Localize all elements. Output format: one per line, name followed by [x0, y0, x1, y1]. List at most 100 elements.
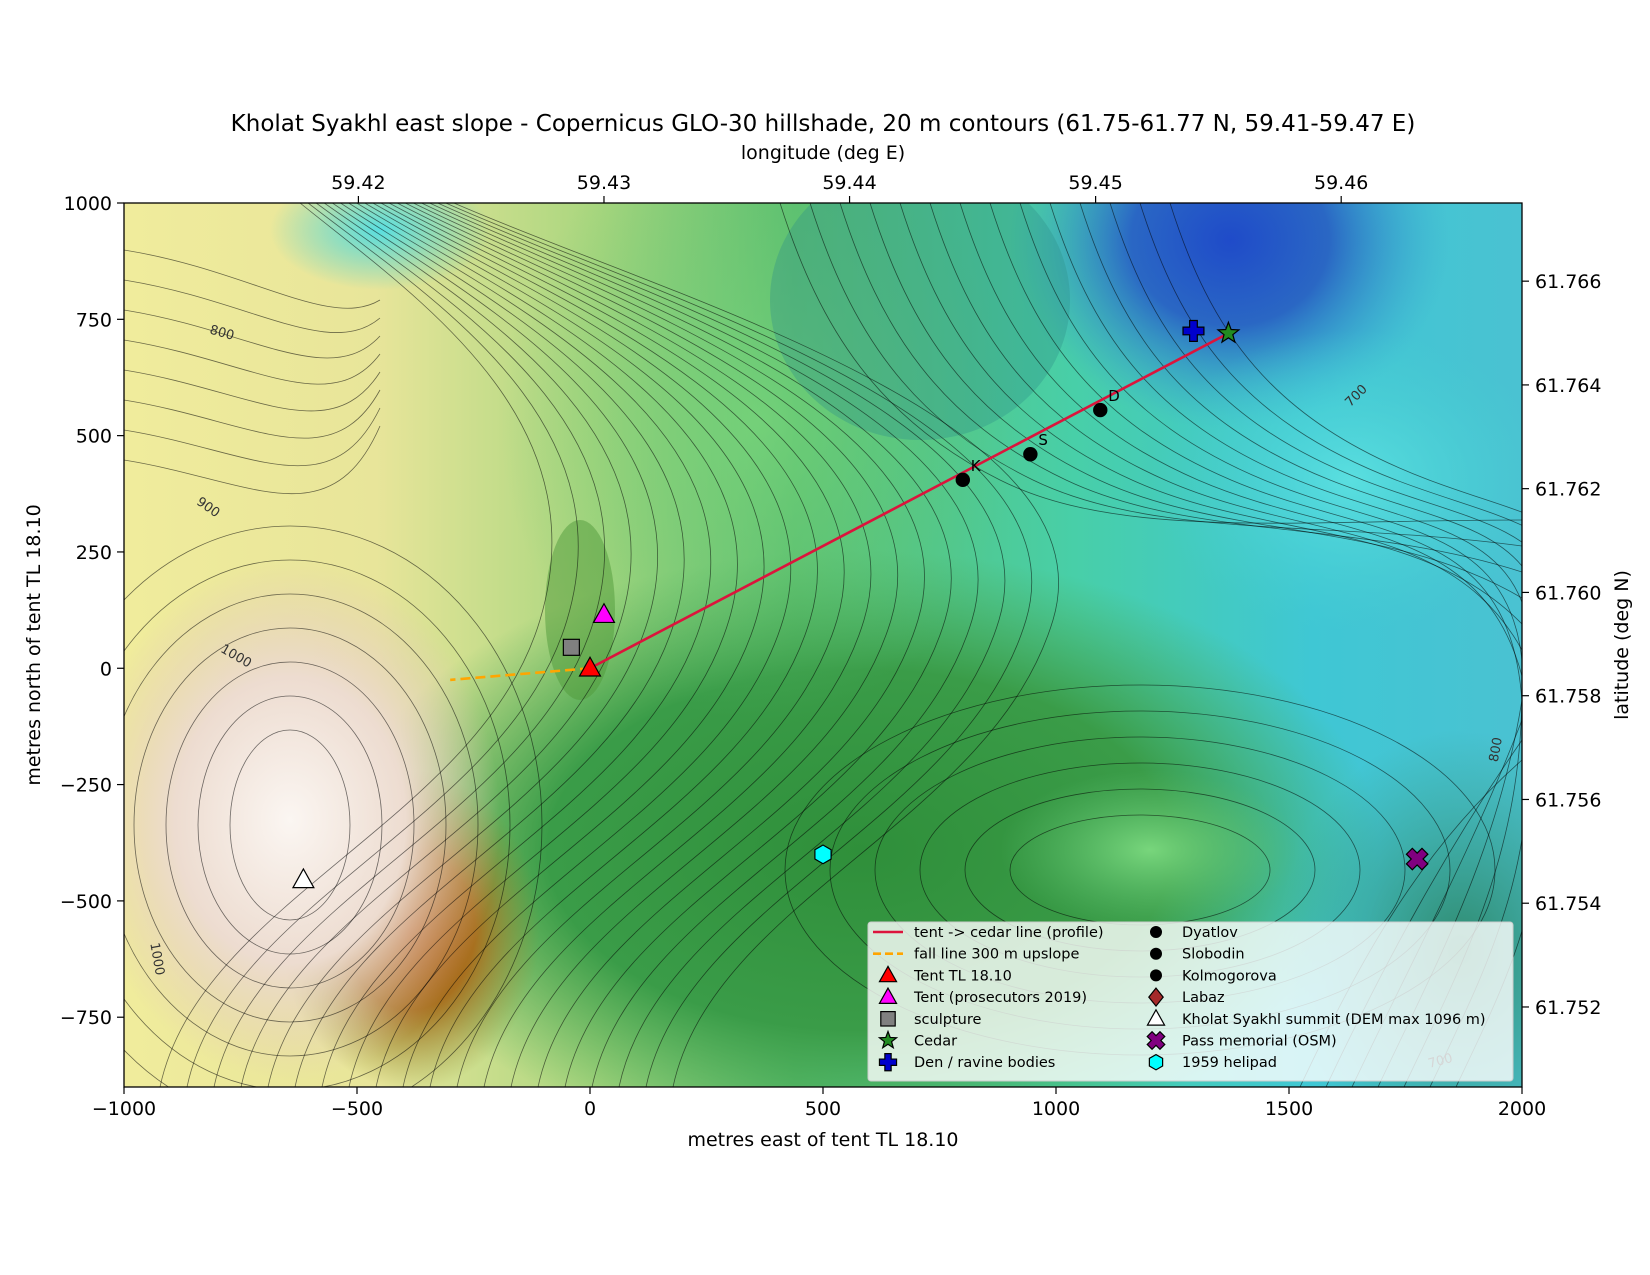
contour-line-30 — [869, 203, 1522, 599]
contour-label-3: 1000 — [146, 941, 167, 976]
contour-line-3 — [133, 627, 447, 1023]
contour-line-6 — [124, 525, 543, 1087]
y-tick-label: 750 — [76, 309, 112, 331]
legend-marker — [1148, 987, 1164, 1008]
legend-label: Kolmogorova — [1182, 968, 1277, 984]
lon-tick-label: 59.45 — [1068, 172, 1122, 194]
legend-column-1: tent -> cedar line (profile) fall line 30… — [873, 925, 1104, 1072]
marker-dyatlov — [1093, 402, 1108, 418]
contour-line-34 — [989, 203, 1522, 703]
contour-line-5 — [124, 559, 511, 1087]
marker-kolmogorova — [955, 472, 971, 488]
legend-entry: Slobodin — [1149, 947, 1245, 963]
legend-marker-shape — [1146, 1030, 1166, 1051]
lat-tick-label: 61.766 — [1535, 271, 1601, 293]
lat-tick-label: 61.754 — [1535, 893, 1601, 915]
x-tick-label: −1000 — [92, 1098, 156, 1120]
contour-line-22 — [421, 203, 952, 1087]
legend-entry: Labaz — [1148, 987, 1225, 1008]
legend-entry: fall line 300 m upslope — [873, 947, 1080, 963]
x-axis-ticks: −1000 −500 0 500 1000 1500 2000 — [92, 1087, 1546, 1120]
legend-entry: Kholat Syakhl summit (DEM max 1096 m) — [1146, 1008, 1486, 1028]
legend-marker — [878, 1053, 898, 1072]
legend-marker — [877, 1029, 899, 1050]
contour-label-5: 800 — [1487, 736, 1506, 763]
marker-tent2019 — [592, 602, 616, 624]
legend-entry: Tent TL 18.10 — [878, 965, 1012, 984]
overlay-features: D S K — [291, 319, 1429, 889]
y-tick-label: 1000 — [64, 193, 112, 215]
contour-line-58 — [124, 369, 381, 412]
legend-entry: 1959 helipad — [1148, 1053, 1277, 1071]
legend-label: Tent TL 18.10 — [913, 968, 1012, 984]
x-axis-label: metres east of tent TL 18.10 — [687, 1129, 958, 1151]
y-tick-label: 0 — [100, 658, 112, 680]
x-tick-label: −500 — [331, 1098, 383, 1120]
legend-label: sculpture — [914, 1012, 981, 1028]
contour-line-2 — [165, 661, 415, 989]
contour-line-19 — [397, 203, 872, 1087]
lat-tick-label: 61.762 — [1535, 479, 1601, 501]
marker-tent — [578, 656, 602, 677]
y-tick-label: −250 — [60, 775, 112, 797]
x-tick-label: 1500 — [1265, 1098, 1313, 1120]
contour-line-25 — [445, 203, 1033, 1087]
contour-line-54 — [124, 249, 381, 309]
legend-marker — [880, 1010, 896, 1027]
top-axis-label: longitude (deg E) — [741, 142, 905, 164]
contour-line-28 — [809, 203, 1522, 547]
legend-marker — [1149, 925, 1162, 938]
contour-line-23 — [429, 203, 979, 1087]
contour-label-0: 800 — [208, 323, 236, 344]
legend-label: Dyatlov — [1182, 925, 1238, 941]
x-tick-label: 0 — [584, 1098, 596, 1120]
x-tick-label: 2000 — [1498, 1098, 1546, 1120]
contour-line-40 — [1169, 203, 1522, 858]
y-tick-label: −750 — [60, 1007, 112, 1029]
contour-line-18 — [388, 203, 845, 1087]
contour-line-0 — [229, 729, 351, 921]
legend-entry: Den / ravine bodies — [878, 1053, 1055, 1072]
legend-label: 1959 helipad — [1182, 1055, 1277, 1071]
contour-line-11 — [267, 203, 659, 1087]
contour-line-29 — [839, 203, 1522, 573]
contour-line-9 — [213, 203, 606, 1087]
lon-tick-label: 59.46 — [1314, 172, 1368, 194]
contour-line-33 — [959, 203, 1522, 677]
contour-line-12 — [294, 203, 685, 1087]
contour-line-4 — [124, 593, 479, 1057]
contour-line-15 — [364, 203, 765, 1087]
x-tick-label: 500 — [805, 1098, 841, 1120]
marker-memorial — [1405, 847, 1429, 871]
legend-marker — [1149, 947, 1162, 960]
contour-line-26 — [453, 203, 1060, 1087]
marker-memorial-shape — [1405, 847, 1429, 871]
legend-marker — [1146, 1030, 1166, 1051]
contour-line-17 — [380, 203, 818, 1087]
latitude-axis-ticks: 61.766 61.764 61.762 61.760 61.758 61.756 61.7… — [1522, 271, 1601, 1019]
contour-line-38 — [1109, 203, 1522, 806]
marker-cedar — [1216, 320, 1241, 344]
legend-marker — [1149, 969, 1162, 982]
legend-label: tent -> cedar line (profile) — [914, 925, 1104, 941]
legend-box — [867, 921, 1514, 1082]
contour-line-56 — [124, 309, 381, 359]
marker-slobodin — [1023, 447, 1038, 462]
legend-entry: Pass memorial (OSM) — [1146, 1030, 1337, 1051]
marker-label-slobodin: S — [1038, 431, 1048, 449]
y-tick-label: 250 — [76, 542, 112, 564]
legend-marker — [1148, 1053, 1164, 1071]
contour-line-10 — [240, 203, 632, 1087]
lat-tick-label: 61.756 — [1535, 789, 1601, 811]
contour-line-31 — [899, 203, 1522, 625]
legend-marker — [878, 965, 898, 983]
legend-label: Kholat Syakhl summit (DEM max 1096 m) — [1182, 1012, 1486, 1028]
contour-line-24 — [437, 203, 1006, 1087]
lon-tick-label: 59.42 — [331, 172, 385, 194]
legend-entry: Cedar — [877, 1029, 957, 1050]
contour-line-37 — [1079, 203, 1522, 780]
lat-tick-label: 61.758 — [1535, 686, 1601, 708]
lat-tick-label: 61.764 — [1535, 375, 1601, 397]
lon-tick-label: 59.44 — [822, 172, 876, 194]
